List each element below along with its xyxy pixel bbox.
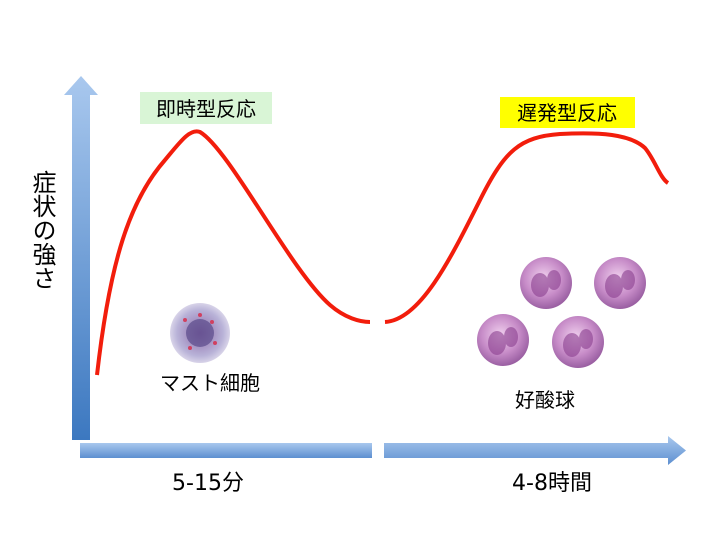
mast-cell-icon bbox=[170, 303, 230, 363]
x-axis-left bbox=[80, 443, 372, 458]
eosinophil-icons bbox=[477, 257, 646, 368]
late-curve bbox=[384, 131, 670, 324]
late-label: 遅発型反応 bbox=[517, 101, 617, 125]
early-label-bg bbox=[140, 92, 272, 124]
mast-cell-label: マスト細胞 bbox=[160, 371, 260, 395]
x-label-early: 5-15分 bbox=[172, 471, 244, 496]
x-label-late: 4-8時間 bbox=[512, 471, 592, 496]
early-label: 即時型反応 bbox=[156, 97, 256, 121]
y-axis-arrow bbox=[64, 76, 98, 440]
early-curve bbox=[95, 129, 371, 376]
late-label-bg bbox=[500, 97, 635, 128]
x-axis-right bbox=[384, 436, 686, 465]
y-axis-label: 症状の強さ bbox=[28, 170, 56, 290]
eosinophil-label: 好酸球 bbox=[515, 388, 575, 412]
